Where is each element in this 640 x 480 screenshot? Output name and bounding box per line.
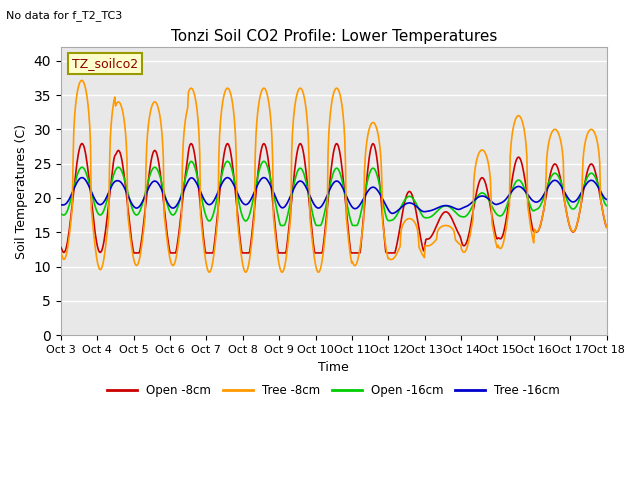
Text: TZ_soilco2: TZ_soilco2 <box>72 57 138 70</box>
X-axis label: Time: Time <box>318 360 349 373</box>
Title: Tonzi Soil CO2 Profile: Lower Temperatures: Tonzi Soil CO2 Profile: Lower Temperatur… <box>170 29 497 44</box>
Y-axis label: Soil Temperatures (C): Soil Temperatures (C) <box>15 124 28 259</box>
Legend: Open -8cm, Tree -8cm, Open -16cm, Tree -16cm: Open -8cm, Tree -8cm, Open -16cm, Tree -… <box>103 379 564 401</box>
Text: No data for f_T2_TC3: No data for f_T2_TC3 <box>6 10 123 21</box>
